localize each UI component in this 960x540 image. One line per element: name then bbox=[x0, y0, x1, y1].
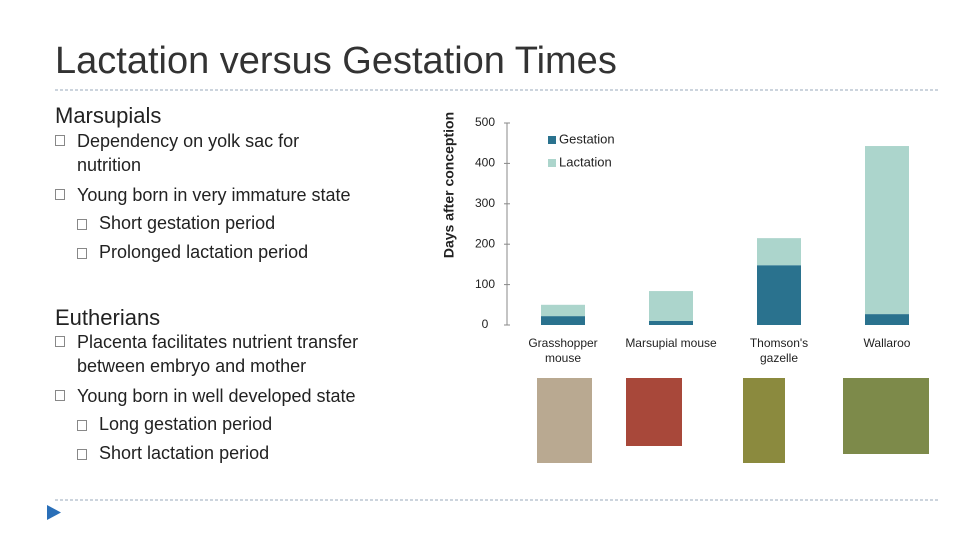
y-tick-label: 0 bbox=[482, 317, 489, 331]
bullet: Young born in well developed state bbox=[55, 384, 417, 408]
y-tick-label: 300 bbox=[475, 196, 495, 210]
photo bbox=[626, 378, 682, 446]
legend-swatch bbox=[548, 136, 556, 144]
legend-label: Gestation bbox=[559, 131, 615, 146]
legend-label: Lactation bbox=[559, 154, 612, 169]
sub-bullet: Short gestation period bbox=[77, 213, 275, 234]
y-tick-label: 100 bbox=[475, 277, 495, 291]
y-tick-label: 400 bbox=[475, 156, 495, 170]
photo bbox=[843, 378, 929, 454]
slide-title: Lactation versus Gestation Times bbox=[55, 40, 617, 82]
bullet: Placenta facilitates nutrient transfer b… bbox=[55, 330, 397, 378]
bullet: Dependency on yolk sac for nutrition bbox=[55, 129, 337, 177]
sub-bullet: Long gestation period bbox=[77, 414, 272, 435]
bar-segment bbox=[865, 146, 909, 315]
bar-segment bbox=[757, 265, 801, 325]
bar-segment bbox=[541, 316, 585, 325]
bar-segment bbox=[541, 304, 585, 317]
x-tick-label: Marsupial mouse bbox=[625, 336, 717, 350]
bullet: Young born in very immature state bbox=[55, 183, 417, 207]
bar-segment bbox=[757, 238, 801, 266]
heading: Eutherians bbox=[55, 305, 161, 330]
y-axis-label: Days after conception bbox=[441, 112, 457, 258]
bar-segment bbox=[649, 291, 693, 321]
x-tick-label: Wallaroo bbox=[863, 336, 911, 350]
bar-segment bbox=[865, 314, 909, 325]
y-tick-label: 200 bbox=[475, 236, 495, 250]
y-tick-label: 500 bbox=[475, 115, 495, 129]
photo bbox=[537, 378, 592, 463]
x-tick-label: Thomson's gazelle bbox=[749, 336, 809, 365]
sub-bullet: Short lactation period bbox=[77, 443, 269, 464]
sub-bullet: Prolonged lactation period bbox=[77, 242, 308, 263]
legend-swatch bbox=[548, 159, 556, 167]
bar-segment bbox=[649, 320, 693, 325]
photo bbox=[743, 378, 785, 463]
heading: Marsupials bbox=[55, 103, 162, 128]
x-tick-label: Grasshopper mouse bbox=[528, 336, 598, 365]
play-icon bbox=[47, 505, 61, 520]
